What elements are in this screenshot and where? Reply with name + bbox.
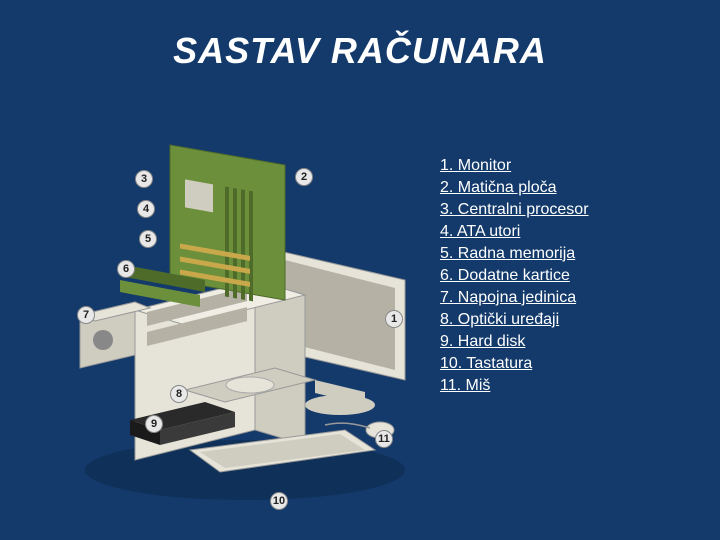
- legend-item-1: 1. Monitor: [440, 155, 589, 177]
- computer-parts-illustration: 1 2 3 4 56 7 89 10 11: [75, 130, 415, 510]
- legend-item-7: 7. Napojna jedinica: [440, 287, 589, 309]
- legend-item-6: 6. Dodatne kartice: [440, 265, 589, 287]
- slide: SASTAV RAČUNARA: [0, 0, 720, 540]
- legend-list: 1. Monitor2. Matična ploča3. Centralni p…: [440, 155, 589, 397]
- callout-11: 11: [375, 430, 393, 448]
- legend-item-4: 4. ATA utori: [440, 221, 589, 243]
- callout-8: 8: [170, 385, 188, 403]
- callout-4: 4: [137, 200, 155, 218]
- slide-title: SASTAV RAČUNARA: [0, 0, 720, 72]
- callout-2: 2: [295, 168, 313, 186]
- callout-6: 6: [117, 260, 135, 278]
- legend-item-8: 8. Optički uređaji: [440, 309, 589, 331]
- legend-item-9: 9. Hard disk: [440, 331, 589, 353]
- callout-1: 1: [385, 310, 403, 328]
- callout-5: 5: [139, 230, 157, 248]
- callout-7: 7: [77, 306, 95, 324]
- computer-parts-svg: [75, 130, 415, 510]
- callout-3: 3: [135, 170, 153, 188]
- callout-10: 10: [270, 492, 288, 510]
- legend-item-10: 10. Tastatura: [440, 353, 589, 375]
- legend-item-11: 11. Miš: [440, 375, 589, 397]
- legend-item-3: 3. Centralni procesor: [440, 199, 589, 221]
- callout-9: 9: [145, 415, 163, 433]
- legend-item-2: 2. Matična ploča: [440, 177, 589, 199]
- legend-item-5: 5. Radna memorija: [440, 243, 589, 265]
